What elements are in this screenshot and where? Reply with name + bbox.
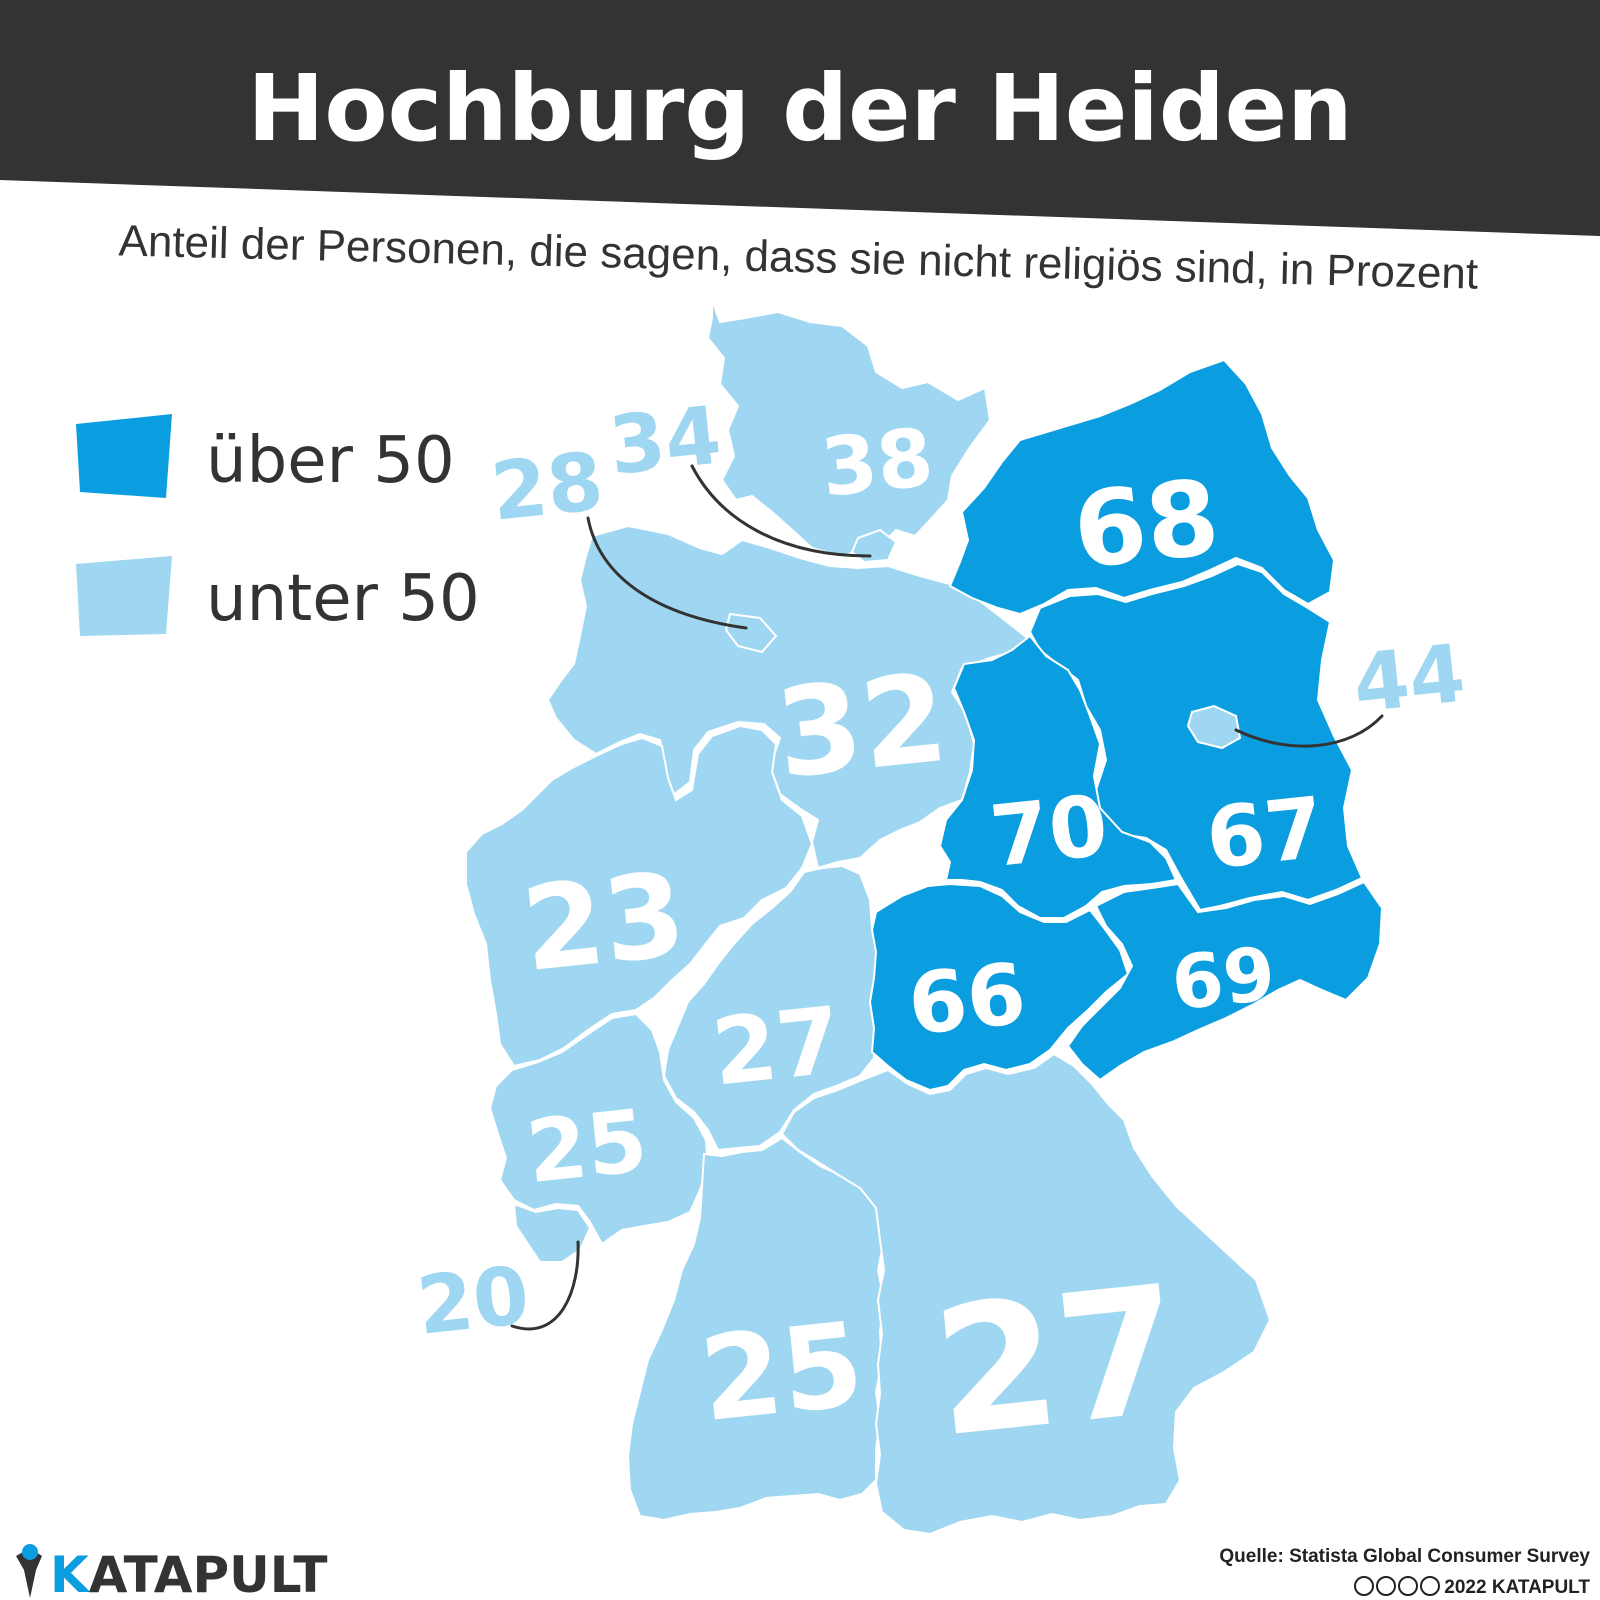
license-icons [1354,1576,1440,1596]
leader-line-hamburg [690,464,872,558]
cc-icon [1354,1576,1374,1596]
katapult-logo: KATAPULT [16,1544,327,1600]
value-bayern: 27 [925,1247,1190,1476]
page-subtitle: Anteil der Personen, die sagen, dass sie… [118,216,1479,298]
region-sachsen-anhalt [938,634,1178,919]
copyright-text: 2022 KATAPULT [1444,1577,1590,1598]
legend-swatch-below [76,556,172,636]
value-labels: 38 34 28 32 68 44 67 70 23 27 66 69 25 2… [413,389,1469,1477]
germany-map [465,299,1384,1536]
value-hessen: 27 [707,987,846,1107]
value-sachsen: 69 [1168,931,1279,1027]
leader-line-bremen [586,516,748,630]
legend-label-above: über 50 [206,424,455,498]
value-baden-wuerttemberg: 25 [695,1297,870,1448]
logo-flag-icon [16,1548,42,1598]
region-saarland [512,1202,592,1263]
region-sachsen [1066,880,1384,1082]
value-rheinland-pfalz: 25 [522,1091,651,1203]
value-schleswig-holstein: 38 [817,411,937,515]
leader-line-berlin [1234,714,1384,748]
value-hamburg: 34 [605,389,725,493]
value-thueringen: 66 [904,944,1031,1054]
value-saarland: 20 [413,1249,533,1353]
legend-swatch-above [76,414,172,498]
region-berlin [1186,704,1242,750]
legend: über 50 unter 50 [76,414,480,636]
region-thueringen [868,882,1130,1092]
value-niedersachsen: 32 [770,647,954,806]
region-hamburg [850,528,898,564]
value-berlin: 44 [1349,627,1469,731]
by-icon [1376,1576,1396,1596]
value-bremen: 28 [487,435,607,539]
logo-letters-rest: ATAPULT [89,1546,328,1600]
region-bayern [780,1052,1272,1536]
value-mecklenburg-vorpommern: 68 [1068,456,1225,592]
region-mecklenburg-vorpommern [948,358,1336,616]
legend-label-below: unter 50 [206,562,480,636]
logo-dot-icon [22,1544,38,1560]
region-bremen [724,612,778,654]
leader-line-saarland [510,1240,580,1331]
region-rheinland-pfalz [488,1012,710,1246]
nc-icon [1398,1576,1418,1596]
logo-wordmark: KATAPULT [50,1546,327,1600]
page-title: Hochburg der Heiden [247,55,1352,162]
nd-icon [1420,1576,1440,1596]
region-schleswig-holstein [706,299,992,558]
source-text: Quelle: Statista Global Consumer Survey [1219,1546,1590,1567]
header-band [0,0,1600,236]
logo-letter-k: K [50,1546,91,1600]
value-sachsen-anhalt: 70 [986,776,1113,886]
region-nordrhein-westfalen [465,724,814,1068]
value-brandenburg: 67 [1202,778,1329,888]
value-nordrhein-westfalen: 23 [517,847,692,998]
